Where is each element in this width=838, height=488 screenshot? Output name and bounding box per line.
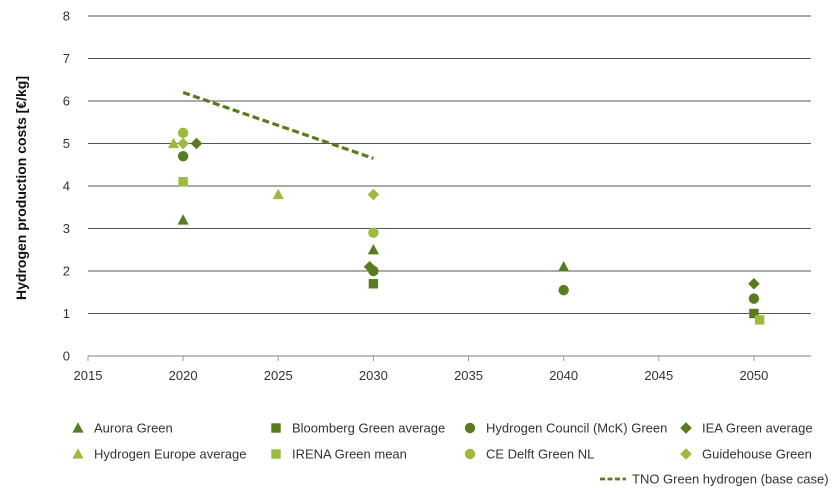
data-point-irena-green-mean <box>178 177 188 187</box>
y-tick-label: 5 <box>63 136 70 151</box>
data-point-hydrogen-council-mck-green <box>748 293 760 304</box>
x-tick-label: 2040 <box>549 368 578 383</box>
legend-item: TNO Green hydrogen (base case) <box>600 472 829 487</box>
data-point-hydrogen-europe-average <box>168 137 180 149</box>
y-tick-label: 3 <box>63 221 70 236</box>
legend-label: Hydrogen Europe average <box>94 447 247 462</box>
data-point-hydrogen-council-mck-green <box>177 151 189 162</box>
legend-label: Aurora Green <box>94 421 173 436</box>
data-point-iea-green-average <box>190 137 203 150</box>
y-tick-label: 8 <box>63 9 70 24</box>
data-point-guidehouse-green <box>367 188 380 201</box>
legend-label: CE Delft Green NL <box>486 447 594 462</box>
y-tick-label: 0 <box>63 349 70 364</box>
legend-swatch <box>464 422 476 434</box>
data-series <box>168 90 765 325</box>
y-tick-label: 6 <box>63 94 70 109</box>
gridlines <box>88 15 811 314</box>
data-point-irena-green-mean <box>754 315 765 325</box>
x-tick-label: 2020 <box>169 368 198 383</box>
legend-swatch <box>72 448 84 459</box>
y-tick-label: 4 <box>63 179 70 194</box>
x-tick-label: 2050 <box>739 368 768 383</box>
y-tick-label: 7 <box>63 51 70 66</box>
y-axis-title: Hydrogen production costs [€/kg] <box>13 76 29 300</box>
legend-item: Aurora Green <box>72 421 173 436</box>
legend-label: TNO Green hydrogen (base case) <box>632 472 829 487</box>
legend-swatch <box>72 422 84 433</box>
legend-item: Hydrogen Council (McK) Green <box>464 421 667 436</box>
x-tick-label: 2045 <box>644 368 673 383</box>
data-point-hydrogen-council-mck-green <box>558 284 569 296</box>
legend-item: Guidehouse Green <box>680 447 812 462</box>
legend-item: IEA Green average <box>680 421 813 436</box>
legend-label: Guidehouse Green <box>702 447 812 462</box>
axes: 0 1 2 3 4 5 6 7 8 2015 2020 2025 2030 2035 2040 2045 205… <box>63 9 811 383</box>
legend-swatch <box>271 449 281 459</box>
data-point-bloomberg-green-average <box>368 279 379 289</box>
data-point-aurora-green <box>558 260 570 272</box>
data-point-iea-green-average <box>748 277 760 290</box>
legend-item: Bloomberg Green average <box>271 421 445 436</box>
legend-label: IEA Green average <box>702 421 813 436</box>
series-bloomberg-green-average <box>368 279 759 319</box>
data-point-hydrogen-europe-average <box>272 188 284 200</box>
x-tick-label: 2035 <box>454 368 483 383</box>
legend-swatch <box>271 423 281 433</box>
data-point-guidehouse-green <box>177 137 189 150</box>
legend-item: CE Delft Green NL <box>464 447 594 462</box>
data-point-iea-green-average <box>363 260 376 273</box>
data-point-aurora-green <box>177 214 189 225</box>
x-tick-label: 2025 <box>264 368 293 383</box>
series-aurora-green <box>177 214 570 272</box>
series-irena-green-mean <box>178 177 765 325</box>
data-point-ce-delft-green-nl <box>368 227 379 238</box>
series-hydrogen-council-mck-green <box>177 151 760 304</box>
legend-label: IRENA Green mean <box>292 447 407 462</box>
y-tick-label: 1 <box>63 306 70 321</box>
series-tno-green-hydrogen-base-case <box>182 90 374 160</box>
series-iea-green-average <box>190 137 760 290</box>
data-point-ce-delft-green-nl <box>177 127 189 139</box>
series-ce-delft-green-nl <box>177 127 379 238</box>
legend-swatch <box>680 448 692 460</box>
legend-swatch <box>464 448 476 460</box>
series-guidehouse-green <box>177 137 380 201</box>
legend-label: Hydrogen Council (McK) Green <box>486 421 667 436</box>
data-point-bloomberg-green-average <box>749 308 759 319</box>
x-tick-label: 2030 <box>359 368 388 383</box>
series-hydrogen-europe-average <box>168 137 284 200</box>
legend-swatch <box>680 422 692 434</box>
x-tick-label: 2015 <box>74 368 103 383</box>
legend-label: Bloomberg Green average <box>292 421 445 436</box>
data-point-aurora-green <box>367 243 379 255</box>
y-tick-label: 2 <box>63 264 70 279</box>
legend: Aurora Green Bloomberg Green average Hydro… <box>72 421 829 487</box>
trend-line-tno-green-hydrogen-base-case <box>182 90 374 160</box>
legend-item: Hydrogen Europe average <box>72 447 247 462</box>
legend-item: IRENA Green mean <box>271 447 407 462</box>
